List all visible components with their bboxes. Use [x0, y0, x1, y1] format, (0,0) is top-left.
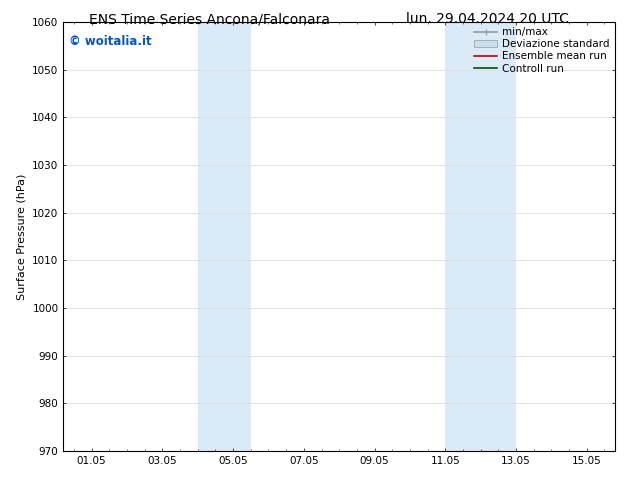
Text: lun. 29.04.2024 20 UTC: lun. 29.04.2024 20 UTC — [406, 12, 569, 26]
Legend: min/max, Deviazione standard, Ensemble mean run, Controll run: min/max, Deviazione standard, Ensemble m… — [474, 27, 610, 74]
Bar — [445, 22, 516, 451]
Text: © woitalia.it: © woitalia.it — [69, 35, 152, 48]
Bar — [198, 22, 251, 451]
Text: ENS Time Series Ancona/Falconara: ENS Time Series Ancona/Falconara — [89, 12, 330, 26]
Y-axis label: Surface Pressure (hPa): Surface Pressure (hPa) — [16, 173, 27, 299]
